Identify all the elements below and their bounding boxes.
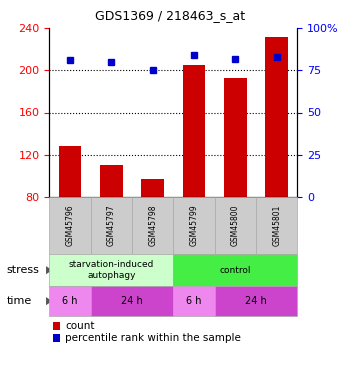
Text: GSM45799: GSM45799 — [190, 205, 198, 246]
Bar — [265, 37, 288, 197]
Text: GSM45798: GSM45798 — [148, 205, 157, 246]
Text: 24 h: 24 h — [121, 296, 143, 306]
Bar — [183, 65, 205, 197]
Text: GDS1369 / 218463_s_at: GDS1369 / 218463_s_at — [95, 9, 246, 22]
Text: control: control — [220, 266, 251, 275]
Text: GSM45801: GSM45801 — [272, 205, 281, 246]
Text: 6 h: 6 h — [62, 296, 78, 306]
Bar — [100, 165, 123, 197]
Text: time: time — [7, 296, 32, 306]
Bar — [224, 78, 247, 197]
Text: starvation-induced
autophagy: starvation-induced autophagy — [69, 261, 154, 280]
Bar — [59, 146, 81, 197]
Text: 24 h: 24 h — [245, 296, 267, 306]
Text: count: count — [65, 321, 95, 331]
Polygon shape — [46, 266, 52, 274]
Text: GSM45800: GSM45800 — [231, 205, 240, 246]
Text: 6 h: 6 h — [186, 296, 202, 306]
Polygon shape — [46, 297, 52, 305]
Text: GSM45797: GSM45797 — [107, 205, 116, 246]
Text: GSM45796: GSM45796 — [65, 205, 75, 246]
Text: stress: stress — [7, 265, 40, 275]
Bar — [142, 179, 164, 197]
Text: percentile rank within the sample: percentile rank within the sample — [65, 333, 241, 343]
